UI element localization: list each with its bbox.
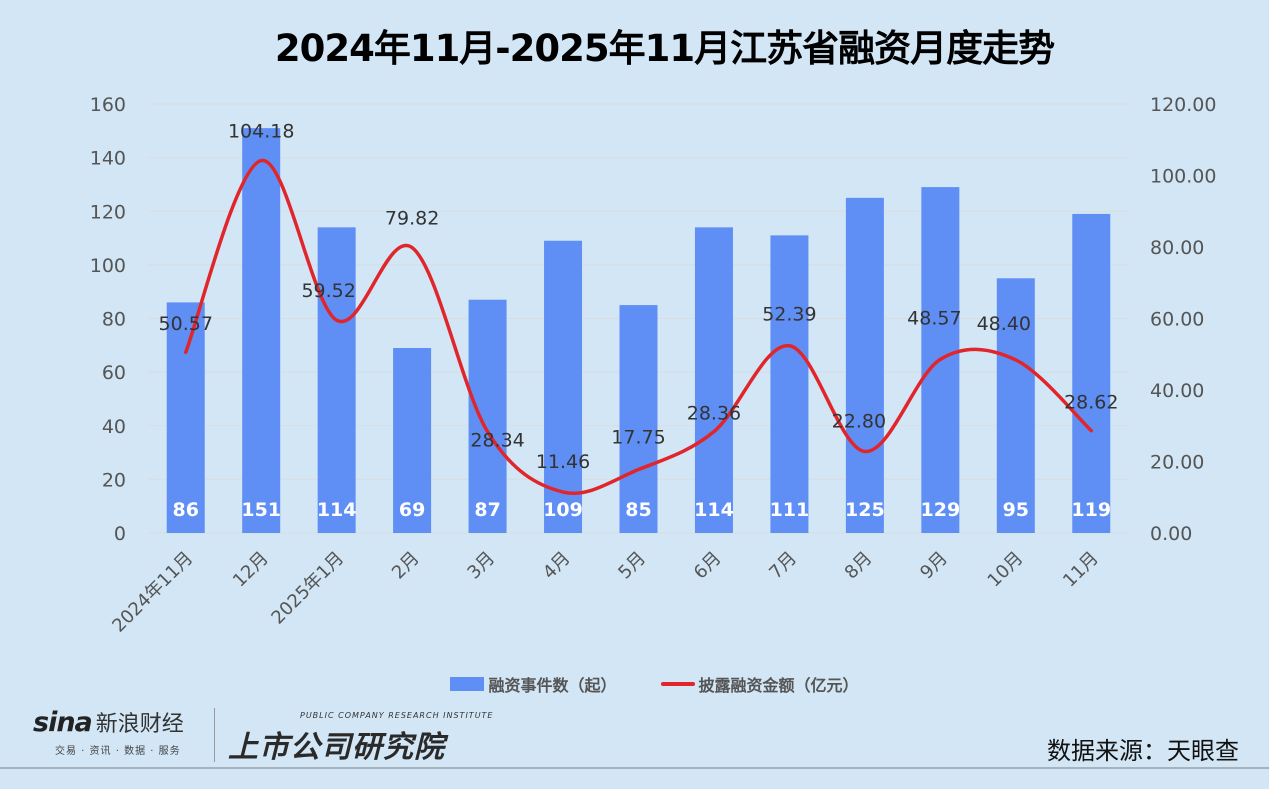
institute-logo: 上市公司研究院 [228,730,445,765]
x-axis-label: 7月 [765,548,801,584]
line-swatch-icon [660,682,695,686]
bar-value-label: 125 [845,499,885,521]
x-axis-label: 2月 [388,548,424,584]
legend-bar-label: 融资事件数（起） [488,676,617,695]
bar[interactable] [317,227,356,533]
y-right-tick: 60.00 [1150,309,1204,331]
bar[interactable] [393,347,432,533]
y-axis-left: 0 20 40 60 80 100 120 140 160 [90,94,126,545]
y-left-tick: 80 [102,309,126,331]
line-value-label: 48.57 [907,307,961,329]
sina-finance-logo: sina 新浪财经 交易 · 资讯 · 数据 · 服务 [33,706,184,757]
bar[interactable] [242,128,281,533]
x-axis-label: 8月 [841,548,877,584]
bar[interactable] [166,302,205,533]
line-value-label: 11.46 [536,451,590,473]
bar[interactable] [619,305,658,533]
bar-value-label: 95 [1003,499,1029,521]
bar-value-label: 129 [921,499,961,521]
bar[interactable] [468,299,507,533]
line-value-label: 22.80 [832,410,886,432]
institute-english-name: PUBLIC COMPANY RESEARCH INSTITUTE [300,711,494,720]
bar-value-label: 114 [317,499,357,521]
bar[interactable] [770,235,809,533]
line-value-label: 48.40 [977,313,1031,335]
bar-series: 86 151 114 69 87 109 85 114 111 125 129 95 119 [166,128,1111,533]
y-axis-right: 0.00 20.00 40.00 60.00 80.00 100.00 120.00 [1150,94,1216,545]
x-axis-label: 2025年1月 [267,548,348,629]
line-value-label: 17.75 [611,427,665,449]
x-axis-label: 12月 [229,548,273,592]
x-axis-label: 3月 [463,548,499,584]
line-value-label: 79.82 [385,208,439,230]
x-axis-label: 11月 [1059,548,1103,592]
x-axis-label: 5月 [614,548,650,584]
bar-value-label: 114 [694,499,734,521]
legend-line-label: 披露融资金额（亿元） [698,676,859,695]
x-axis-label: 2024年11月 [108,548,197,637]
x-axis-label: 4月 [539,548,575,584]
sina-name: 新浪财经 [95,712,184,737]
line-value-label: 52.39 [762,304,816,326]
footer-divider [0,767,1269,769]
bar[interactable] [1072,213,1111,533]
bar-value-label: 87 [474,499,500,521]
legend-item-bar[interactable]: 融资事件数（起） [450,672,617,696]
bar[interactable] [544,240,583,533]
y-right-tick: 40.00 [1150,380,1204,402]
y-right-tick: 80.00 [1150,237,1204,259]
line-value-label: 50.57 [159,313,213,335]
x-axis-label: 10月 [984,548,1028,592]
y-left-tick: 0 [114,523,126,545]
y-left-tick: 120 [90,201,126,223]
bar-value-label: 119 [1071,499,1111,521]
logo-divider [214,708,215,762]
y-right-tick: 100.00 [1150,166,1216,188]
line-value-label: 104.18 [228,121,294,143]
bar[interactable] [694,227,733,533]
y-left-tick: 60 [102,362,126,384]
y-left-tick: 20 [102,469,126,491]
legend: 融资事件数（起） 披露融资金额（亿元） [0,672,1269,696]
y-right-tick: 20.00 [1150,452,1204,474]
bar-value-label: 69 [399,499,425,521]
bar-value-label: 85 [625,499,651,521]
y-left-tick: 140 [90,148,126,170]
chart-plot: 0 20 40 60 80 100 120 140 160 0.00 20.00 40.00 60.0… [90,94,1217,637]
bar-value-label: 109 [543,499,583,521]
bar[interactable] [996,278,1035,533]
bar-value-label: 151 [241,499,281,521]
line-value-label: 28.36 [687,403,741,425]
bar-swatch-icon [450,677,485,691]
sina-logo-icon: sina [33,707,93,738]
x-axis-label: 6月 [690,548,726,584]
x-axis-label: 9月 [916,548,952,584]
bar-value-label: 111 [770,499,810,521]
chart-title: 2024年11月-2025年11月江苏省融资月度走势 [274,27,1055,70]
amount-line[interactable] [183,158,1094,495]
data-source: 数据来源：天眼查 [1047,737,1239,765]
bar[interactable] [845,197,884,533]
sina-tagline: 交易 · 资讯 · 数据 · 服务 [55,746,181,757]
y-left-tick: 160 [90,94,126,116]
line-value-label: 28.62 [1064,392,1118,414]
bar-value-label: 86 [173,499,199,521]
line-value-label: 28.34 [470,430,524,452]
y-left-tick: 40 [102,416,126,438]
y-right-tick: 120.00 [1150,94,1216,116]
line-value-label: 59.52 [301,280,355,302]
legend-item-line[interactable]: 披露融资金额（亿元） [660,672,859,696]
y-right-tick: 0.00 [1150,523,1192,545]
y-left-tick: 100 [90,255,126,277]
line-series: 50.57 104.18 59.52 79.82 28.34 11.46 17.75 28.3… [159,121,1118,495]
